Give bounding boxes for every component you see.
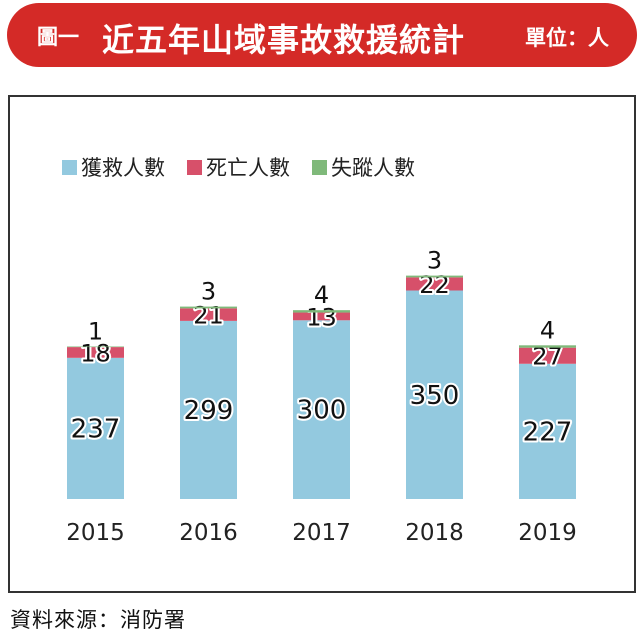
chart-header: 圖一 近五年山域事故救援統計 單位：人: [7, 3, 637, 67]
legend-item-rescued: 獲救人數: [62, 152, 165, 182]
unit-label: 單位：人: [525, 26, 609, 50]
x-tick-label-2016: 2016: [179, 520, 238, 546]
bar-missing-2016: [180, 306, 237, 309]
legend-swatch-dead: [187, 159, 202, 175]
data-label-missing-2019: 4: [540, 316, 555, 344]
bar-dead-2017: [293, 312, 350, 321]
legend-swatch-missing: [312, 159, 327, 175]
legend-label-dead: 死亡人數: [206, 156, 290, 180]
data-label-missing-2018: 3: [427, 247, 442, 275]
x-tick-label-2017: 2017: [292, 520, 351, 546]
data-label-rescued-2016: 299: [184, 396, 234, 426]
source-note: 資料來源：消防署: [10, 608, 186, 632]
data-label-rescued-2019: 227: [523, 417, 573, 447]
data-label-missing-2017: 4: [314, 281, 329, 309]
bar-rescued-2017: [293, 320, 350, 499]
chart-title: 近五年山域事故救援統計: [102, 21, 466, 59]
bar-dead-2019: [519, 347, 576, 364]
data-label-dead-2018: 22: [419, 271, 450, 299]
legend-item-dead: 死亡人數: [187, 152, 290, 182]
bar-missing-2018: [406, 275, 463, 278]
bar-rescued-2019: [519, 363, 576, 499]
legend-label-rescued: 獲救人數: [81, 156, 165, 180]
legend-label-missing: 失蹤人數: [331, 156, 415, 180]
bar-dead-2018: [406, 277, 463, 291]
data-label-dead-2017: 13: [306, 303, 337, 331]
data-label-dead-2015: 18: [80, 339, 111, 367]
bar-rescued-2016: [180, 320, 237, 499]
bar-missing-2015: [67, 346, 124, 348]
data-label-rescued-2018: 350: [410, 381, 460, 411]
chart-frame: [8, 95, 636, 593]
x-tick-label-2018: 2018: [405, 520, 464, 546]
data-label-dead-2016: 21: [193, 302, 224, 330]
bar-rescued-2015: [67, 357, 124, 499]
bar-missing-2017: [293, 310, 350, 313]
data-label-missing-2015: 1: [88, 318, 103, 346]
bar-dead-2015: [67, 347, 124, 358]
bar-rescued-2018: [406, 290, 463, 499]
legend-swatch-rescued: [62, 159, 77, 175]
legend-item-missing: 失蹤人數: [312, 152, 415, 182]
legend: 獲救人數 死亡人數 失蹤人數: [62, 152, 437, 182]
data-label-rescued-2017: 300: [297, 396, 347, 426]
x-tick-label-2015: 2015: [66, 520, 125, 546]
data-label-rescued-2015: 237: [71, 414, 121, 444]
data-label-missing-2016: 3: [201, 278, 216, 306]
x-tick-label-2019: 2019: [518, 520, 577, 546]
bar-missing-2019: [519, 345, 576, 348]
bar-dead-2016: [180, 308, 237, 321]
figure-label: 圖一: [37, 25, 79, 49]
